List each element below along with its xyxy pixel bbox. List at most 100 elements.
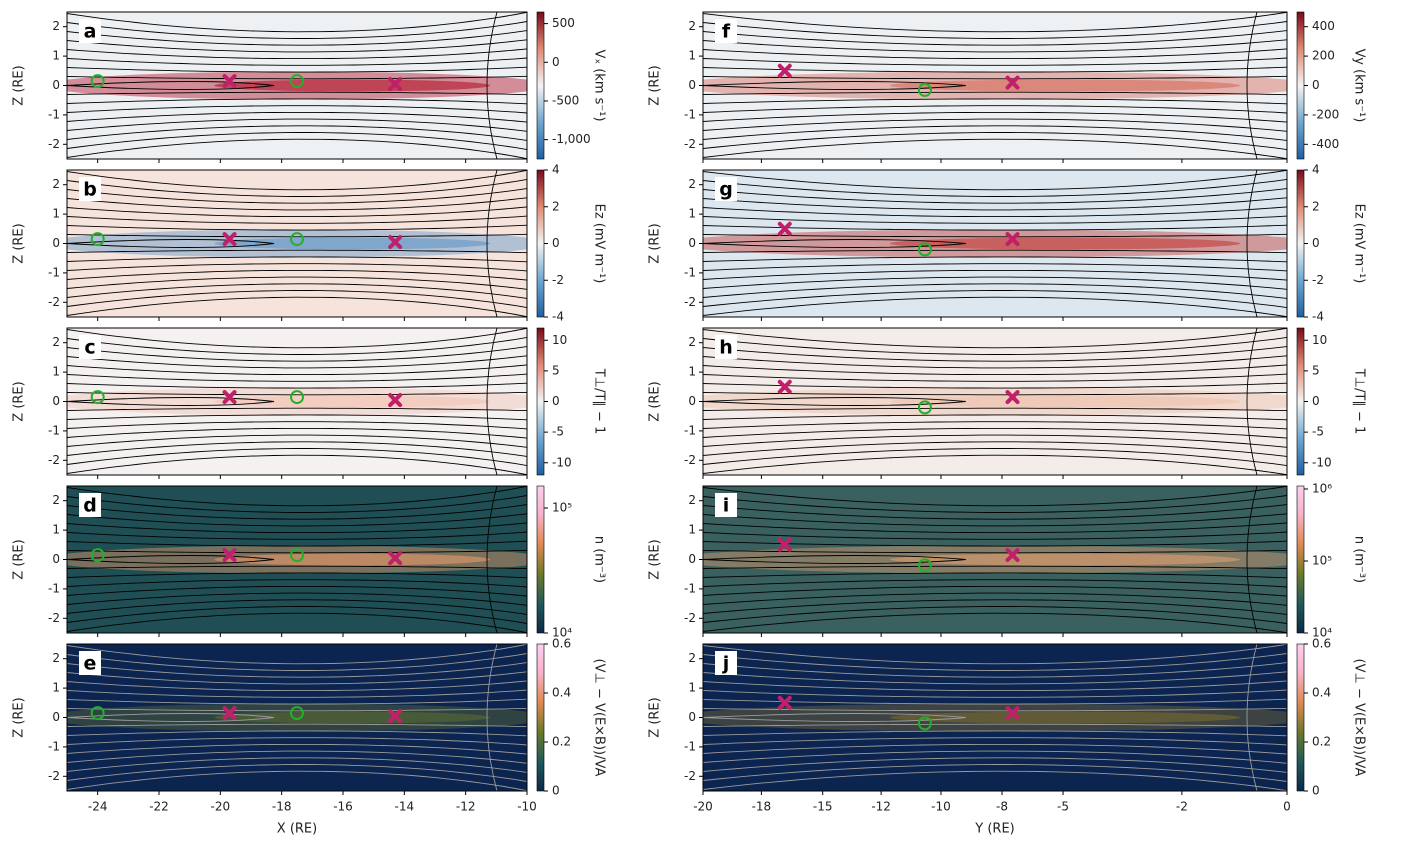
field-line [486,12,498,159]
panel-letter-box [715,177,737,201]
x-tick-label: -18 [752,800,772,814]
colorbar-tick-label: 0 [1312,236,1320,250]
colorbar-tick-label: 0 [552,55,560,69]
colorbar-label: T⊥/T∥ − 1 [592,368,607,435]
field-line [703,750,1287,764]
y-tick-label: -2 [684,769,696,783]
field-line [1246,170,1258,317]
current-sheet-core [214,711,491,724]
field-line [703,606,1287,624]
colorbar-tick-label: 0 [552,236,560,250]
colorbar-tick-label: -400 [1312,137,1339,151]
field-line [67,707,527,712]
plot-area [703,12,1287,159]
y-tick-label: 2 [688,335,696,349]
field-line [703,336,1287,355]
o-point [90,232,105,247]
colorbar-tick-label: 0 [1312,78,1320,92]
x-tick-label: -15 [813,800,833,814]
plot-area [703,486,1287,633]
field-line [703,290,1287,309]
field-line [703,671,1287,685]
field-line [703,441,1287,457]
field-line [703,364,1287,376]
field-line [703,414,1287,421]
field-line [67,421,527,430]
y-tick-label: -1 [684,423,696,437]
field-line [67,188,527,204]
field-line [67,579,527,588]
y-tick-label: -1 [684,107,696,121]
colorbar-label: n (m⁻³) [592,536,607,583]
y-tick-label: 2 [688,493,696,507]
field-line [67,549,527,554]
y-tick-label: 2 [688,177,696,191]
x-point [1005,706,1020,721]
y-tick-label: 1 [688,523,696,537]
panel-letter: b [83,179,97,201]
field-line [486,644,498,791]
field-line [703,138,1287,159]
y-axis-label: Z (RE) [12,697,27,737]
field-line [703,111,1287,123]
y-tick-label: 1 [52,207,60,221]
y-tick-label: 1 [52,681,60,695]
field-line [67,178,527,197]
x-tick-label: -20 [211,800,231,814]
field-line [703,30,1287,46]
field-line [703,66,1287,73]
field-line [67,125,527,141]
field-line [703,296,1287,317]
y-tick-label: 0 [688,78,696,92]
x-point [777,63,792,78]
o-point [90,706,105,721]
y-tick-label: 0 [688,236,696,250]
field-line [67,57,527,66]
field-line [67,414,527,421]
field-line [703,427,1287,439]
colorbar-label: n (m⁻³) [1352,536,1367,583]
current-sheet-core [214,395,491,408]
field-line [67,346,527,362]
y-tick-label: -1 [48,581,60,595]
y-tick-label: -1 [684,581,696,595]
y-tick-label: -1 [48,265,60,279]
field-line [703,48,1287,60]
colorbar-tick-label: -200 [1312,107,1339,121]
field-line [67,364,527,376]
colorbar-tick-label: -4 [552,310,564,324]
field-line [1246,12,1258,159]
x-tick-label: -10 [931,800,951,814]
field-line [703,434,1287,448]
colorbar-tick-label: 5 [1312,363,1320,377]
colorbar-tick-label: 10⁴ [552,626,572,640]
field-line [67,269,527,281]
colorbar [1296,169,1305,318]
field-line [67,427,527,439]
colorbar-tick-label: 0 [1312,784,1320,798]
y-tick-label: -1 [684,739,696,753]
x-axis-label: X (RE) [277,822,317,837]
field-line [703,662,1287,678]
colorbar-label: Vₓ (km s⁻¹) [592,49,607,121]
field-line [67,504,527,520]
colorbar-tick-label: -10 [552,455,572,469]
colorbar [536,485,545,634]
x-point [388,709,403,724]
colorbar-tick-label: -2 [1312,273,1324,287]
field-line [703,233,1287,238]
field-line [703,495,1287,513]
panel-letter: c [84,337,95,359]
o-point [290,232,304,247]
field-line [703,592,1287,606]
field-line [67,531,527,540]
x-point [388,551,403,566]
field-line [703,555,966,564]
x-point [1005,75,1020,90]
colorbar-tick-label: 10⁵ [552,501,572,515]
colorbar-tick-label: 500 [552,16,575,30]
x-point [1005,390,1020,405]
field-line [67,434,527,448]
field-line [703,612,1287,633]
x-tick-label: -12 [456,800,476,814]
